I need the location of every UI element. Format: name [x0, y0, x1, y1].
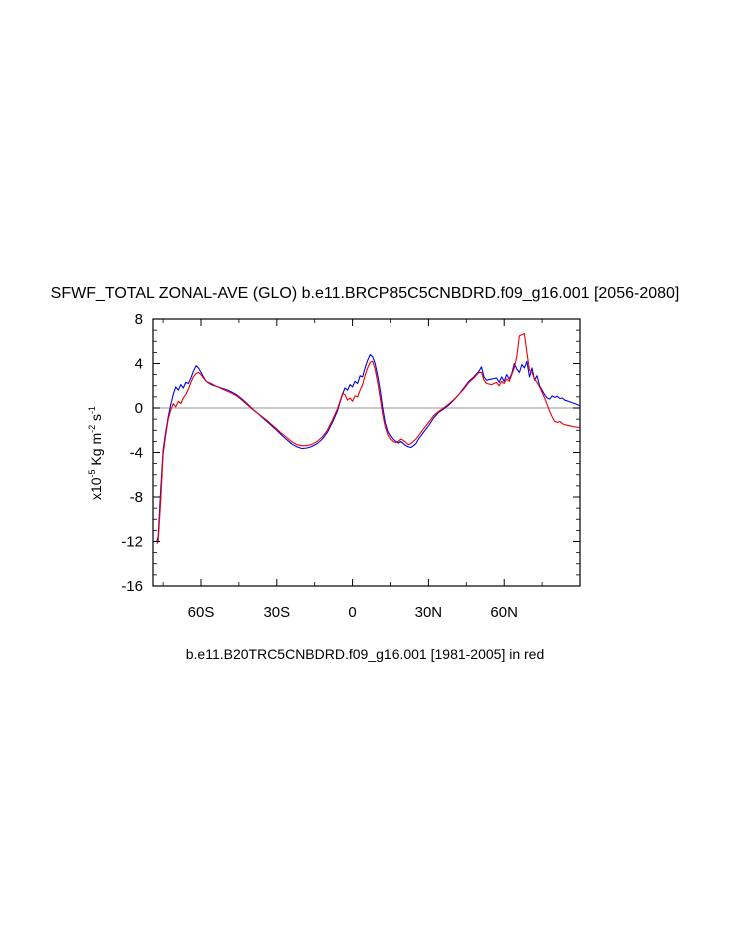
x-tick-label: 30N — [415, 604, 443, 621]
y-tick-label: -12 — [121, 534, 143, 551]
y-axis-label-exp3: -1 — [87, 406, 97, 414]
chart-footer: b.e11.B20TRC5CNBDRD.f09_g16.001 [1981-20… — [186, 646, 545, 662]
chart-title: SFWF_TOTAL ZONAL-AVE (GLO) b.e11.BRCP85C… — [51, 285, 680, 302]
ticks-layer: 8 4 0 -4 -8 -12 -16 60S 30S 0 30N 60N — [121, 311, 580, 621]
x-tick-label: 0 — [348, 604, 356, 621]
y-tick-label: 0 — [135, 400, 143, 417]
y-tick-label: -8 — [130, 489, 143, 506]
y-tick-label: -16 — [121, 578, 143, 595]
x-tick-label: 60N — [490, 604, 518, 621]
series-line-0 — [156, 354, 581, 542]
y-tick-label: -4 — [130, 445, 143, 462]
x-tick-label: 30S — [263, 604, 290, 621]
y-tick-label: 4 — [135, 356, 143, 373]
x-tick-label: 60S — [188, 604, 215, 621]
y-axis-label: x10-5 Kg m-2 s-1 — [87, 406, 104, 500]
y-tick-label: 8 — [135, 311, 143, 328]
y-axis-label-unit2: s — [88, 414, 104, 425]
y-axis-label-unit1: Kg m — [88, 433, 104, 470]
series-layer — [156, 332, 581, 544]
y-axis-label-exp: -5 — [87, 469, 97, 477]
series-line-1 — [156, 332, 581, 544]
y-axis-label-exp2: -2 — [87, 425, 97, 433]
y-axis-label-prefix: x10 — [88, 477, 104, 500]
plot-area: 8 4 0 -4 -8 -12 -16 60S 30S 0 30N 60N — [121, 311, 581, 621]
